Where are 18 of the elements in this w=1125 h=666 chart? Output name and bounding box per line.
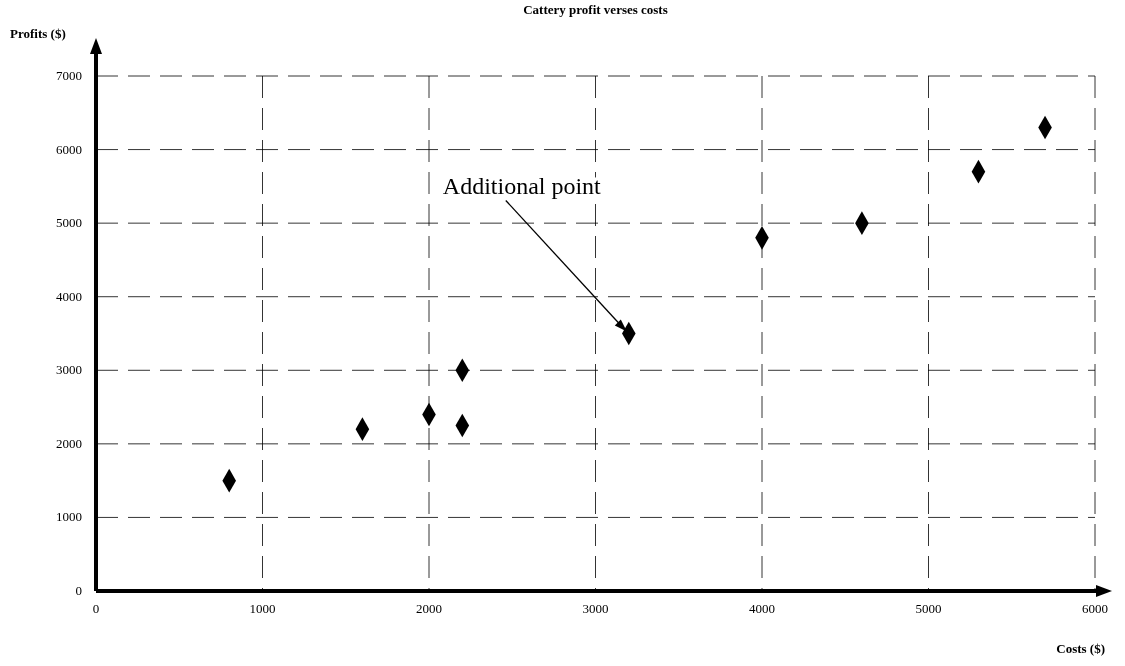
chart-title: Cattery profit verses costs <box>523 2 668 17</box>
x-tick-label: 4000 <box>749 601 775 616</box>
y-tick-label: 5000 <box>56 215 82 231</box>
y-tick-label: 7000 <box>56 68 82 83</box>
y-tick-label: 0 <box>75 583 82 598</box>
y-tick-label: 3000 <box>56 362 82 378</box>
y-tick-label: 4000 <box>56 288 82 304</box>
y-tick-label: 6000 <box>56 141 82 157</box>
x-tick-label: 1000 <box>249 601 276 616</box>
y-axis-title: Profits ($) <box>10 26 66 41</box>
x-tick-label: 6000 <box>1082 601 1108 616</box>
x-tick-label: 3000 <box>582 601 609 616</box>
x-tick-label: 0 <box>92 601 100 616</box>
y-tick-label: 1000 <box>56 509 82 525</box>
x-tick-label: 2000 <box>416 601 442 616</box>
x-tick-label: 5000 <box>915 601 942 616</box>
x-axis-title: Costs ($) <box>1056 641 1105 656</box>
y-tick-label: 2000 <box>56 435 82 451</box>
